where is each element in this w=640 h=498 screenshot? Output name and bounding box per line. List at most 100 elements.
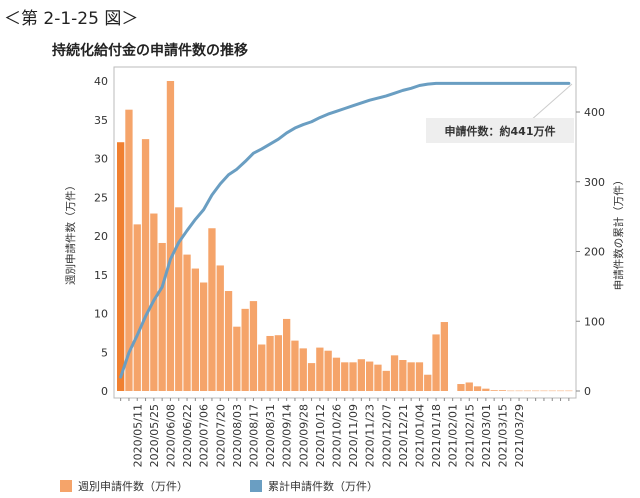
bar <box>349 362 357 391</box>
bar <box>424 374 432 391</box>
y-axis-title: 週別申請件数（万件） <box>64 180 77 285</box>
bar <box>332 357 341 391</box>
x-tick-label: 2020/10/26 <box>330 404 343 467</box>
bar <box>183 254 191 391</box>
x-tick-label: 2020/08/03 <box>231 404 244 467</box>
bar <box>324 350 332 391</box>
x-tick-label: 2020/07/20 <box>214 404 227 467</box>
x-tick-label: 2020/10/12 <box>314 404 327 467</box>
y2-tick-label: 300 <box>584 176 605 189</box>
bar <box>283 318 291 391</box>
x-tick-label: 2020/07/06 <box>198 404 211 467</box>
x-tick-label: 2020/08/31 <box>264 404 277 467</box>
legend-weekly-label: 週別申請件数（万件） <box>78 480 188 493</box>
bar <box>249 301 258 391</box>
figure-label: ＜第 2-1-25 図＞ <box>4 9 139 29</box>
bar <box>548 390 556 392</box>
x-tick-label: 2020/12/21 <box>397 404 410 467</box>
y-tick-label: 40 <box>94 75 108 88</box>
x-tick-label: 2020/09/28 <box>297 404 310 467</box>
bar <box>482 388 490 391</box>
legend-weekly: 週別申請件数（万件） <box>60 478 188 494</box>
bar <box>357 359 365 391</box>
x-tick-label: 2020/08/17 <box>247 404 260 467</box>
bar <box>440 322 448 391</box>
bar <box>523 390 531 392</box>
x-tick-label: 2020/05/11 <box>131 404 144 467</box>
x-tick-label: 2021/03/29 <box>513 404 526 467</box>
bar <box>274 335 282 391</box>
bar <box>473 386 482 391</box>
x-tick-label: 2020/06/22 <box>181 404 194 467</box>
legend-weekly-swatch <box>60 480 72 492</box>
bar <box>117 142 125 391</box>
legend-cumulative-swatch <box>250 480 262 492</box>
legend-cumulative-label: 累計申請件数（万件） <box>268 480 378 493</box>
y2-tick-label: 200 <box>584 246 605 259</box>
plot-frame <box>113 66 577 399</box>
bar <box>224 291 233 391</box>
bar <box>399 360 407 391</box>
bar <box>133 224 141 391</box>
y-tick-label: 25 <box>94 191 108 204</box>
y-tick-label: 5 <box>101 346 108 359</box>
x-tick-label: 2020/11/09 <box>347 404 360 467</box>
x-tick-label: 2021/03/15 <box>496 404 509 467</box>
y2-tick-label: 400 <box>584 106 605 119</box>
y-tick-label: 0 <box>101 385 108 398</box>
chart-title: 持続化給付金の申請件数の推移 <box>52 43 248 59</box>
y2-axis-title: 申請件数の累計（万件） <box>612 175 625 291</box>
bar <box>233 326 241 391</box>
bar <box>125 109 133 392</box>
bar <box>465 382 473 391</box>
y-tick-label: 15 <box>94 269 108 282</box>
y-tick-label: 35 <box>94 114 108 127</box>
x-tick-label: 2020/11/23 <box>364 404 377 467</box>
bar <box>540 390 548 392</box>
annotation-leader <box>529 83 573 122</box>
bar <box>490 390 498 391</box>
bar <box>175 207 183 391</box>
bar <box>498 390 507 391</box>
bar <box>507 390 515 392</box>
bar <box>432 334 440 391</box>
x-tick-label: 2020/06/08 <box>164 404 177 467</box>
bar <box>407 362 415 391</box>
bar <box>208 228 216 391</box>
bar <box>316 347 324 391</box>
bar <box>291 340 299 391</box>
x-tick-label: 2021/02/01 <box>447 404 460 467</box>
bar <box>390 355 399 391</box>
bar <box>382 370 390 391</box>
bar <box>366 361 374 391</box>
y-tick-label: 10 <box>94 308 108 321</box>
y-tick-label: 20 <box>94 230 108 243</box>
bar <box>307 363 316 391</box>
x-tick-label: 2021/01/18 <box>430 404 443 467</box>
x-tick-label: 2020/12/07 <box>380 404 393 467</box>
y-tick-label: 30 <box>94 153 108 166</box>
bar <box>515 390 523 392</box>
bar <box>532 390 540 392</box>
cumulative-line <box>119 81 571 379</box>
bar <box>565 390 573 392</box>
bar <box>191 268 199 391</box>
x-tick-label: 2021/01/04 <box>413 404 426 467</box>
legend-cumulative: 累計申請件数（万件） <box>250 478 378 494</box>
bar <box>556 390 565 392</box>
y2-tick-label: 100 <box>584 315 605 328</box>
bar <box>341 362 349 391</box>
bar <box>457 384 465 391</box>
x-tick-label: 2020/05/25 <box>148 404 161 467</box>
bar <box>166 81 175 391</box>
bar <box>299 348 307 391</box>
bar <box>241 308 249 391</box>
x-tick-label: 2021/02/15 <box>463 404 476 467</box>
bar <box>374 364 382 391</box>
y2-tick-label: 0 <box>584 385 591 398</box>
x-tick-label: 2021/03/01 <box>480 404 493 467</box>
bar <box>200 282 208 391</box>
bar <box>141 139 150 391</box>
bar <box>216 265 224 391</box>
